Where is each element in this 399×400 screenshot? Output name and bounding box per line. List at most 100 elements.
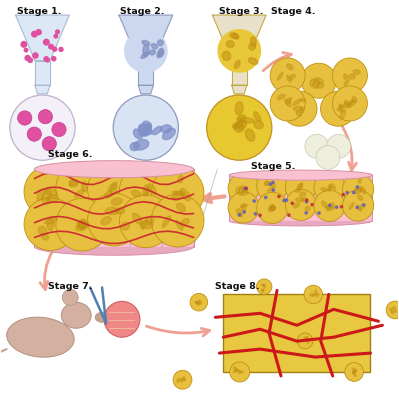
Ellipse shape (353, 370, 357, 372)
Circle shape (283, 199, 285, 202)
Ellipse shape (352, 368, 356, 372)
Ellipse shape (392, 307, 395, 309)
Bar (229, 175, 372, 221)
Circle shape (332, 58, 367, 93)
Ellipse shape (61, 302, 91, 328)
Ellipse shape (360, 204, 365, 209)
Ellipse shape (105, 191, 113, 198)
Polygon shape (119, 15, 173, 60)
Circle shape (342, 194, 344, 196)
Ellipse shape (229, 216, 372, 226)
Ellipse shape (270, 206, 275, 210)
Circle shape (151, 167, 204, 219)
Ellipse shape (310, 79, 314, 87)
Ellipse shape (180, 219, 189, 226)
Circle shape (228, 192, 259, 223)
Circle shape (207, 95, 272, 160)
Circle shape (238, 214, 241, 216)
Ellipse shape (299, 192, 306, 196)
Ellipse shape (337, 105, 344, 111)
Circle shape (119, 195, 172, 248)
Ellipse shape (344, 100, 350, 105)
Ellipse shape (331, 184, 336, 190)
Circle shape (282, 91, 317, 126)
Circle shape (265, 196, 267, 198)
Ellipse shape (326, 206, 334, 210)
Ellipse shape (286, 98, 292, 104)
Ellipse shape (353, 372, 356, 376)
Ellipse shape (108, 182, 117, 192)
Ellipse shape (315, 78, 323, 83)
Circle shape (285, 199, 288, 201)
Circle shape (113, 95, 178, 160)
Ellipse shape (198, 300, 200, 304)
Ellipse shape (293, 100, 301, 105)
Circle shape (56, 198, 109, 251)
Ellipse shape (146, 216, 154, 224)
Circle shape (297, 333, 313, 349)
Polygon shape (212, 15, 266, 60)
Ellipse shape (145, 187, 150, 196)
Ellipse shape (152, 126, 162, 135)
Polygon shape (35, 60, 50, 85)
Circle shape (291, 202, 293, 204)
Ellipse shape (7, 317, 74, 357)
Circle shape (42, 136, 56, 151)
Ellipse shape (240, 204, 248, 208)
Ellipse shape (316, 294, 319, 296)
Circle shape (304, 285, 322, 304)
Ellipse shape (261, 289, 264, 291)
Ellipse shape (315, 290, 317, 294)
Ellipse shape (261, 284, 265, 286)
Circle shape (320, 91, 356, 126)
Ellipse shape (242, 204, 246, 211)
Ellipse shape (340, 110, 346, 119)
Circle shape (301, 63, 336, 98)
Ellipse shape (305, 206, 310, 211)
Circle shape (217, 29, 261, 73)
Circle shape (257, 171, 288, 202)
Circle shape (314, 172, 345, 203)
Ellipse shape (290, 74, 295, 79)
Ellipse shape (268, 187, 273, 192)
Ellipse shape (79, 219, 86, 230)
Ellipse shape (240, 371, 243, 373)
Circle shape (345, 362, 363, 381)
Ellipse shape (157, 50, 163, 58)
Circle shape (52, 46, 57, 52)
Ellipse shape (148, 184, 156, 194)
Ellipse shape (285, 99, 291, 107)
Circle shape (353, 192, 355, 194)
Circle shape (363, 204, 365, 206)
Ellipse shape (78, 222, 86, 228)
Ellipse shape (115, 208, 125, 214)
Ellipse shape (330, 203, 334, 208)
Circle shape (244, 187, 246, 190)
Ellipse shape (245, 129, 255, 141)
Circle shape (329, 204, 331, 206)
Ellipse shape (328, 184, 331, 191)
Ellipse shape (150, 50, 155, 55)
Circle shape (55, 29, 60, 34)
Circle shape (253, 200, 255, 202)
Ellipse shape (229, 170, 372, 180)
Ellipse shape (138, 125, 149, 136)
FancyBboxPatch shape (223, 294, 371, 372)
Circle shape (356, 206, 358, 208)
Ellipse shape (349, 203, 354, 210)
Circle shape (245, 187, 247, 190)
Circle shape (311, 204, 313, 206)
Ellipse shape (176, 220, 183, 230)
Ellipse shape (158, 40, 163, 46)
Circle shape (27, 127, 41, 141)
Ellipse shape (304, 337, 308, 338)
Ellipse shape (254, 112, 261, 122)
Ellipse shape (236, 187, 240, 194)
Ellipse shape (344, 102, 347, 108)
Ellipse shape (95, 312, 109, 322)
Ellipse shape (47, 218, 54, 230)
Ellipse shape (178, 175, 183, 183)
Ellipse shape (339, 104, 343, 112)
Ellipse shape (241, 190, 248, 195)
Circle shape (56, 162, 109, 214)
